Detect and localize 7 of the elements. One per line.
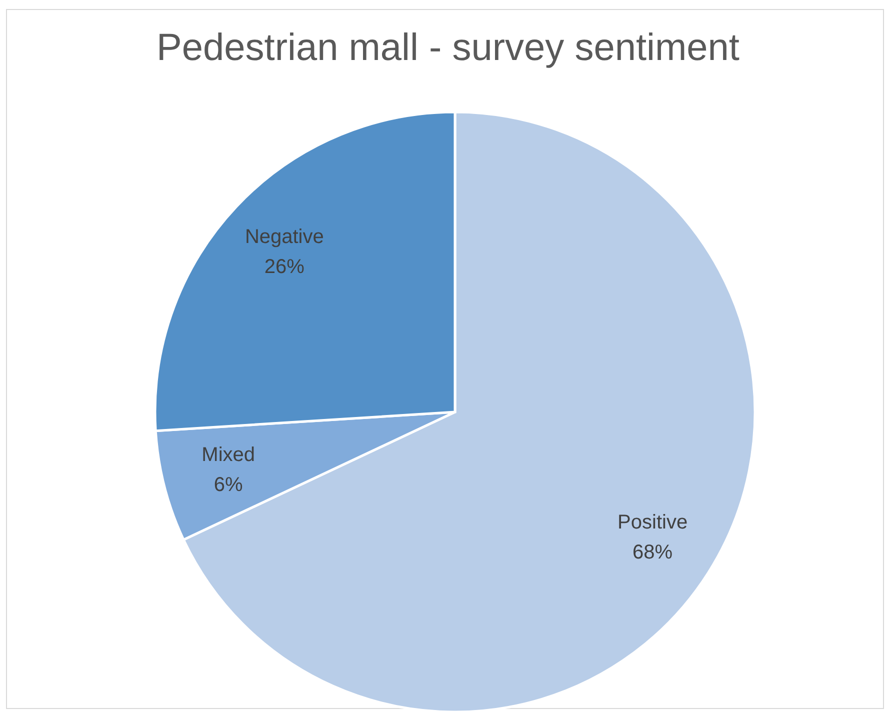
slice-label: Negative (244, 226, 324, 248)
chart-title: Pedestrian mall - survey sentiment (156, 26, 740, 71)
data-label: 68% (632, 541, 673, 564)
data-label: 26% (264, 256, 305, 278)
slice-label: Mixed (202, 444, 256, 466)
slice-label: Positive (618, 511, 688, 534)
data-label: 6% (214, 474, 244, 496)
